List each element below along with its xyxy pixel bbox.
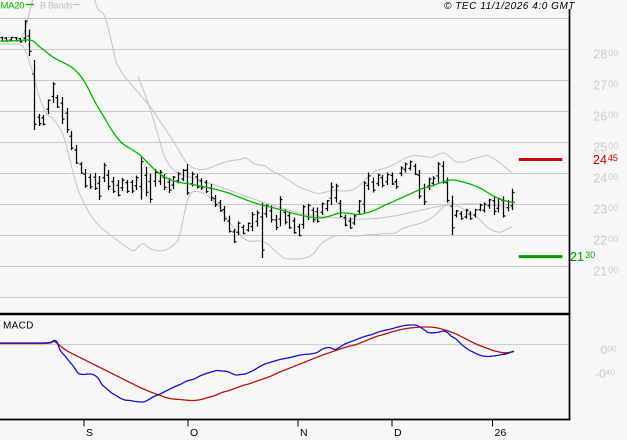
svg-text:MACD: MACD	[3, 321, 34, 332]
svg-text:26: 26	[495, 427, 507, 439]
svg-text:N: N	[300, 427, 308, 439]
svg-text:MA20: MA20	[1, 0, 25, 11]
svg-text:D: D	[394, 427, 402, 439]
svg-text:B Bands: B Bands	[40, 0, 73, 10]
svg-text:© TEC 11/1/2026 4:0 GMT: © TEC 11/1/2026 4:0 GMT	[444, 1, 575, 12]
svg-text:S: S	[86, 427, 93, 439]
svg-text:O: O	[190, 427, 198, 439]
